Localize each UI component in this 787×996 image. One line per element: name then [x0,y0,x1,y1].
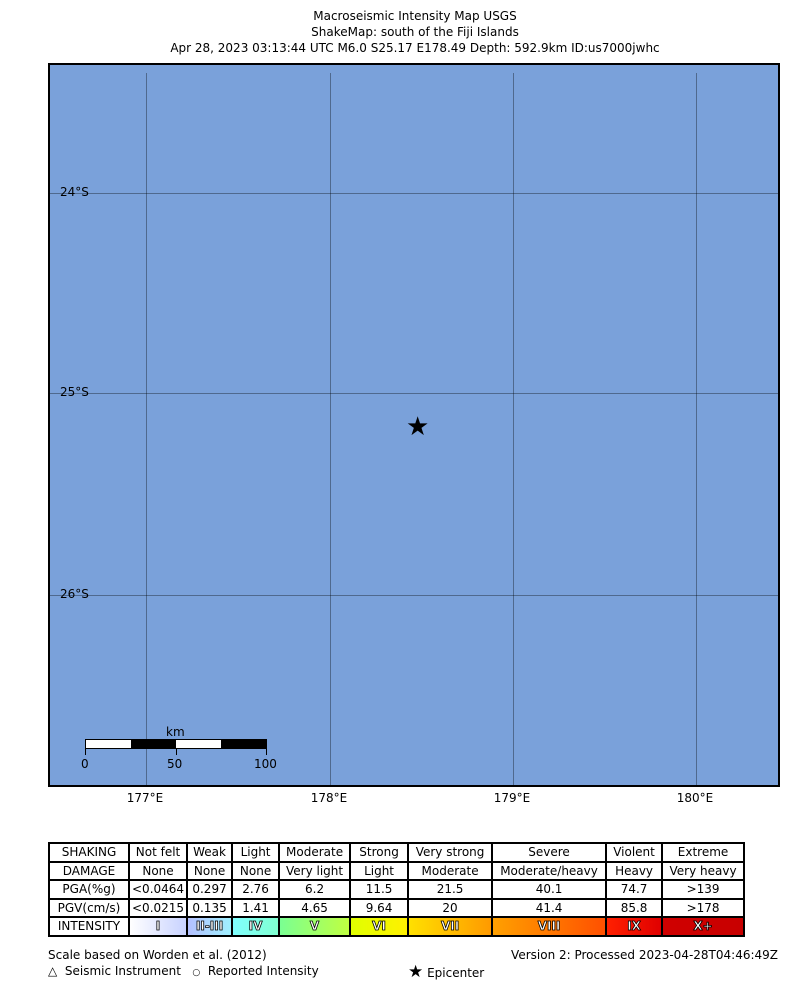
legend-cell: <0.0464 [127,879,189,900]
legend-cell: 4.65 [278,897,352,918]
map-area[interactable]: 24°S 25°S 26°S ★ km 0 50 100 [48,63,780,787]
star-icon: ★ [408,962,424,982]
circle-icon: ○ [192,968,201,978]
legend-row: PGV(cm/s) <0.0215 0.135 1.41 4.65 9.64 20 41.4 8… [48,897,746,918]
legend-cell: Light [349,860,410,881]
legend-cell: 20 [407,897,494,918]
triangle-icon: △ [48,964,58,978]
legend-cell: Strong [349,842,410,863]
legend-cell: Moderate [278,842,352,863]
legend-cell: >139 [661,879,746,900]
legend-cell: 1.41 [231,897,281,918]
intensity-cell: VII [407,916,494,937]
legend-cell: Very light [278,860,352,881]
legend-cell: None [231,860,281,881]
intensity-cell: VI [349,916,410,937]
row-label: INTENSITY [48,916,130,937]
lon-label: 178°E [310,791,348,805]
row-label: DAMAGE [48,860,130,881]
legend-cell: 41.4 [491,897,608,918]
gridline [50,595,778,596]
legend-cell: Very heavy [661,860,746,881]
legend-cell: Not felt [127,842,189,863]
legend-cell: Severe [491,842,608,863]
legend-cell: >178 [661,897,746,918]
gridline [50,393,778,394]
legend-cell: Extreme [661,842,746,863]
intensity-row: INTENSITY I II-III IV V VI VII VIII IX X+ [48,916,746,937]
gridline [330,73,331,785]
legend-row: SHAKING Not felt Weak Light Moderate Strong Ve… [48,842,746,863]
intensity-cell: VIII [491,916,608,937]
legend-cell: 74.7 [605,879,664,900]
legend-cell: Very strong [407,842,494,863]
gridline [50,193,778,194]
legend-cell: 0.135 [186,897,234,918]
legend-cell: Heavy [605,860,664,881]
lat-label: 26°S [60,587,89,601]
lon-label: 180°E [676,791,714,805]
gridline [513,73,514,785]
intensity-cell: V [278,916,352,937]
intensity-cell: II-III [186,916,234,937]
row-label: PGA(%g) [48,879,130,900]
legend-cell: None [127,860,189,881]
intensity-legend-table: SHAKING Not felt Weak Light Moderate Strong Ve… [48,842,746,937]
lon-label: 179°E [493,791,531,805]
legend-cell: <0.0215 [127,897,189,918]
gridline [696,73,697,785]
legend-cell: Light [231,842,281,863]
reported-intensity-label: Reported Intensity [207,964,319,978]
row-label: PGV(cm/s) [48,897,130,918]
legend-cell: 6.2 [278,879,352,900]
legend-cell: 40.1 [491,879,608,900]
legend-cell: 21.5 [407,879,494,900]
intensity-cell: X+ [661,916,746,937]
title-line2: ShakeMap: south of the Fiji Islands [311,25,519,39]
title-line3: Apr 28, 2023 03:13:44 UTC M6.0 S25.17 E1… [170,41,660,55]
legend-row: DAMAGE None None None Very light Light Moderat… [48,860,746,881]
legend-cell: Moderate/heavy [491,860,608,881]
lat-label: 24°S [60,185,89,199]
lat-label: 25°S [60,385,89,399]
lon-label: 177°E [126,791,164,805]
scale-note: Scale based on Worden et al. (2012) [48,948,267,962]
version-note: Version 2: Processed 2023-04-28T04:46:49… [511,948,778,962]
epicenter-label: Epicenter [427,966,485,980]
scale-unit: km [166,725,185,739]
legend-row: PGA(%g) <0.0464 0.297 2.76 6.2 11.5 21.5 40.1 74… [48,879,746,900]
intensity-cell: I [127,916,189,937]
legend-cell: 2.76 [231,879,281,900]
legend-cell: Violent [605,842,664,863]
intensity-cell: IV [231,916,281,937]
intensity-cell: IX [605,916,664,937]
legend-cell: Moderate [407,860,494,881]
legend-cell: Weak [186,842,234,863]
epicenter-star-icon: ★ [406,412,430,442]
title-line1: Macroseismic Intensity Map USGS [313,9,517,23]
legend-cell: 85.8 [605,897,664,918]
row-label: SHAKING [48,842,130,863]
seismic-instrument-label: Seismic Instrument [64,964,181,978]
legend-cell: 0.297 [186,879,234,900]
legend-cell: None [186,860,234,881]
legend-cell: 11.5 [349,879,410,900]
gridline [146,73,147,785]
legend-cell: 9.64 [349,897,410,918]
